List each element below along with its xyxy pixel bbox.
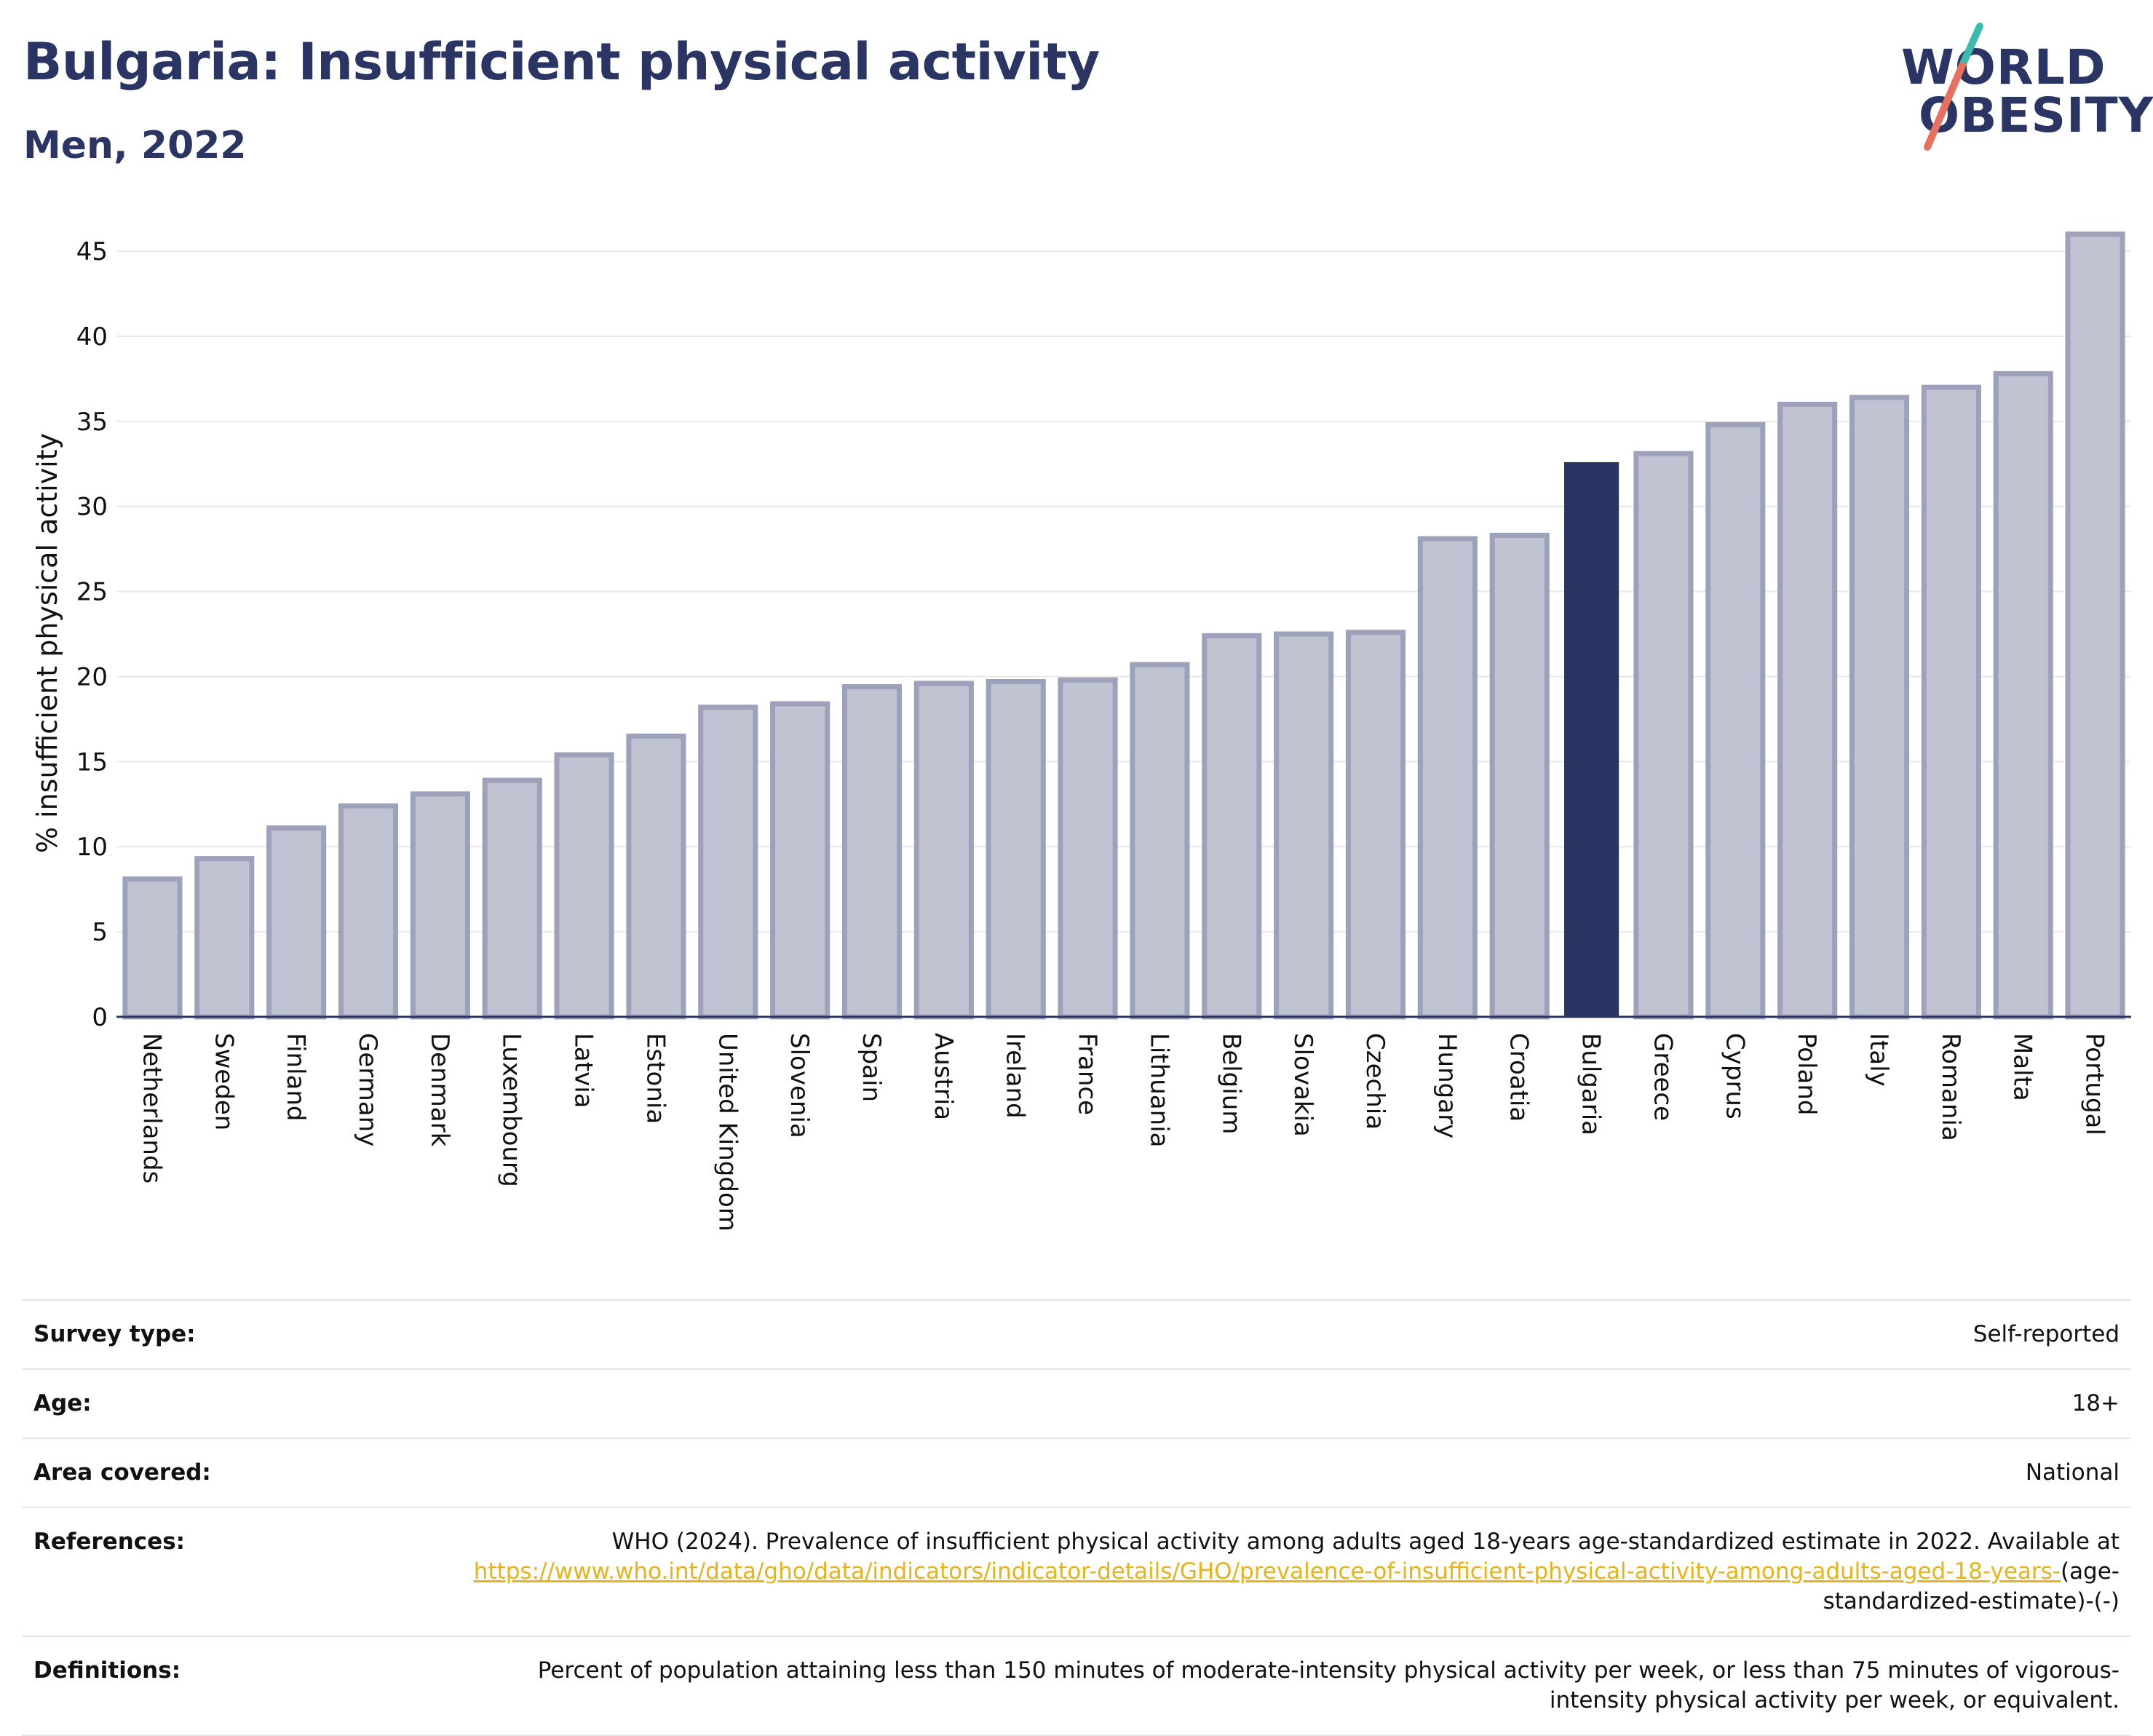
x-tick-label: Slovenia	[785, 1033, 814, 1138]
area-covered-value: National	[2025, 1459, 2120, 1486]
info-row-survey-type: Survey type: Self-reported	[22, 1301, 2131, 1370]
x-tick-label: Slovakia	[1288, 1033, 1317, 1137]
info-row-definitions: Definitions: Percent of population attai…	[22, 1637, 2131, 1736]
bar-germany	[338, 803, 399, 1020]
y-tick-label: 40	[76, 322, 108, 352]
x-tick-label: Poland	[1792, 1033, 1821, 1116]
bar-greece	[1633, 451, 1694, 1020]
area-covered-label: Area covered:	[33, 1459, 211, 1486]
x-tick-label: Czechia	[1360, 1033, 1389, 1130]
bar-denmark	[410, 791, 470, 1020]
y-tick-label: 20	[76, 662, 108, 691]
x-tick-label: Sweden	[209, 1033, 238, 1130]
bar-poland	[1777, 401, 1838, 1020]
x-axis-ticks: Netherlands Sweden Finland Germany Denmark Lu…	[137, 1033, 2109, 1232]
logo-slash-icon	[1924, 23, 1983, 151]
references-value: WHO (2024). Prevalence of insufficient p…	[460, 1527, 2120, 1617]
y-axis-label: % insufficient physical activity	[31, 433, 63, 853]
x-tick-label: Portugal	[2080, 1033, 2109, 1135]
bar-romania	[1921, 384, 1981, 1020]
logo-line-2: OBESITY	[1919, 87, 2153, 143]
references-suffix: (age-standardized-estimate)-(-)	[1823, 1558, 2120, 1614]
bar-luxembourg	[482, 777, 542, 1020]
info-row-references: References: WHO (2024). Prevalence of in…	[22, 1508, 2131, 1637]
x-tick-label: Ireland	[1001, 1033, 1030, 1119]
y-tick-label: 10	[76, 833, 108, 862]
references-label: References:	[33, 1529, 186, 1555]
x-tick-label: Lithuania	[1144, 1033, 1173, 1147]
bar-france	[1058, 677, 1118, 1020]
x-tick-label: Hungary	[1432, 1033, 1462, 1138]
info-table: Survey type: Self-reported Age: 18+ Area…	[22, 1299, 2131, 1736]
bar-malta	[1993, 370, 2053, 1020]
y-axis-ticks: 0 5 10 15 20 25 30 35 40 45	[76, 237, 108, 1032]
x-tick-label: Finland	[281, 1033, 310, 1122]
x-tick-label: Cyprus	[1720, 1033, 1749, 1119]
bar-latvia	[554, 752, 614, 1020]
bar-netherlands	[122, 876, 183, 1020]
bar-belgium	[1202, 633, 1262, 1020]
definitions-label: Definitions:	[33, 1657, 181, 1684]
x-tick-label: Austria	[929, 1033, 958, 1120]
info-row-area-covered: Area covered: National	[22, 1439, 2131, 1508]
bar-ireland	[986, 678, 1046, 1020]
bar-slovakia	[1274, 631, 1334, 1020]
y-tick-label: 25	[76, 578, 108, 607]
x-tick-label: France	[1073, 1033, 1102, 1115]
survey-type-label: Survey type:	[33, 1321, 196, 1347]
page-subtitle: Men, 2022	[23, 124, 247, 167]
bar-slovenia	[770, 701, 830, 1020]
logo-line-1: WORLD	[1901, 39, 2106, 95]
x-tick-label: Italy	[1864, 1033, 1893, 1087]
bar-hungary	[1417, 536, 1478, 1020]
x-tick-label: Netherlands	[137, 1033, 166, 1184]
x-tick-label: Spain	[857, 1033, 886, 1102]
references-link[interactable]: https://www.who.int/data/gho/data/indica…	[473, 1558, 2061, 1585]
x-tick-label: Romania	[1936, 1033, 1965, 1141]
info-row-age: Age: 18+	[22, 1370, 2131, 1439]
x-tick-label: Luxembourg	[497, 1033, 526, 1187]
bar-lithuania	[1130, 662, 1190, 1020]
y-tick-label: 15	[76, 748, 108, 777]
bar-bulgaria	[1564, 461, 1619, 1017]
x-tick-label: Croatia	[1504, 1033, 1534, 1122]
references-text: WHO (2024). Prevalence of insufficient p…	[611, 1529, 2120, 1555]
page-title: Bulgaria: Insufficient physical activity	[23, 32, 1100, 92]
bar-chart: 0 5 10 15 20 25 30 35 40 45 Netherlands Sweden Finl…	[31, 231, 2131, 1232]
bar-austria	[913, 681, 974, 1020]
y-tick-label: 0	[92, 1003, 108, 1032]
x-tick-label: United Kingdom	[713, 1033, 742, 1232]
bar-italy	[1849, 395, 1910, 1020]
world-obesity-logo: WORLD OBESITY	[1892, 19, 2153, 157]
x-tick-label: Estonia	[641, 1033, 670, 1124]
y-tick-label: 5	[92, 918, 108, 947]
x-tick-label: Germany	[353, 1033, 382, 1146]
bar-sweden	[194, 856, 255, 1020]
x-tick-label: Denmark	[425, 1033, 454, 1147]
age-value: 18+	[2071, 1390, 2120, 1416]
bar-spain	[841, 683, 903, 1020]
bar-cyprus	[1705, 422, 1766, 1020]
x-tick-label: Bulgaria	[1577, 1033, 1606, 1135]
bars	[122, 231, 2125, 1020]
bar-croatia	[1489, 532, 1550, 1020]
bar-estonia	[626, 733, 686, 1020]
survey-type-value: Self-reported	[1972, 1321, 2120, 1347]
x-tick-label: Latvia	[569, 1033, 598, 1109]
bar-portugal	[2065, 231, 2125, 1020]
bar-czechia	[1345, 630, 1406, 1020]
x-tick-label: Belgium	[1216, 1033, 1245, 1134]
age-label: Age:	[33, 1390, 92, 1416]
y-tick-label: 30	[76, 493, 108, 522]
y-tick-label: 35	[76, 408, 108, 437]
x-tick-label: Greece	[1648, 1033, 1677, 1121]
definitions-value: Percent of population attaining less tha…	[537, 1657, 2120, 1713]
y-tick-label: 45	[76, 237, 108, 266]
x-tick-label: Malta	[2008, 1033, 2037, 1101]
bar-united-kingdom	[698, 705, 758, 1020]
bar-finland	[266, 825, 327, 1020]
